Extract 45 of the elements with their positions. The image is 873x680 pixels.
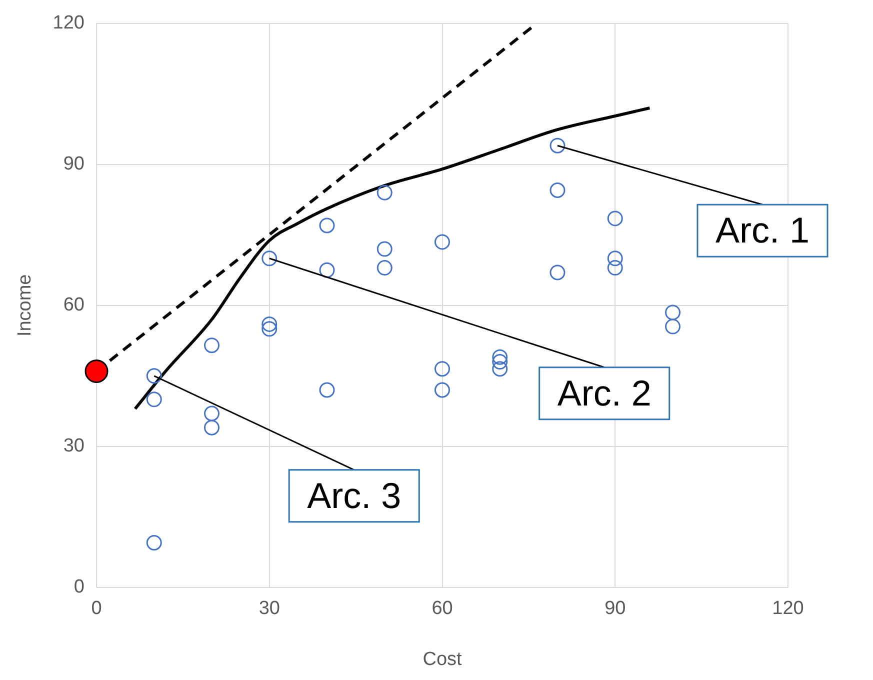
x-tick-label: 60 — [432, 598, 453, 620]
y-tick-label: 120 — [52, 12, 84, 34]
point — [607, 210, 623, 226]
x-tick-label: 0 — [91, 598, 102, 620]
point — [319, 382, 335, 398]
point — [665, 304, 680, 320]
point — [376, 241, 392, 257]
y-axis-title: Income — [14, 274, 36, 337]
x-axis-title: Cost — [422, 648, 462, 670]
y-tick-label: 30 — [63, 436, 84, 457]
point — [550, 264, 566, 280]
point — [607, 250, 623, 266]
annotation: Arc. 2 — [557, 372, 652, 414]
point — [204, 406, 220, 422]
point — [492, 349, 508, 365]
point — [204, 338, 220, 354]
point — [319, 218, 335, 234]
point — [434, 234, 450, 250]
point — [262, 321, 278, 337]
point — [434, 382, 450, 398]
point — [492, 354, 508, 370]
point — [550, 182, 566, 198]
point — [146, 368, 162, 384]
y-tick-label: 60 — [63, 294, 84, 316]
annotation: Arc. 1 — [715, 210, 810, 251]
y-tick-label: 90 — [63, 154, 84, 175]
x-tick-label: 120 — [772, 598, 804, 620]
point — [665, 318, 680, 334]
y-tick-label: 0 — [74, 576, 84, 598]
point — [146, 392, 162, 408]
point — [607, 260, 623, 276]
point — [84, 359, 108, 383]
x-tick-label: 90 — [604, 598, 626, 620]
point — [204, 420, 220, 436]
point — [550, 138, 566, 154]
point — [492, 361, 508, 377]
point — [146, 535, 162, 550]
point — [262, 316, 278, 332]
x-tick-label: 30 — [258, 598, 280, 620]
point — [434, 361, 450, 377]
point — [319, 262, 335, 278]
point — [262, 250, 278, 266]
annotation: Arc. 3 — [307, 474, 402, 516]
point — [376, 184, 392, 200]
point — [376, 260, 392, 276]
